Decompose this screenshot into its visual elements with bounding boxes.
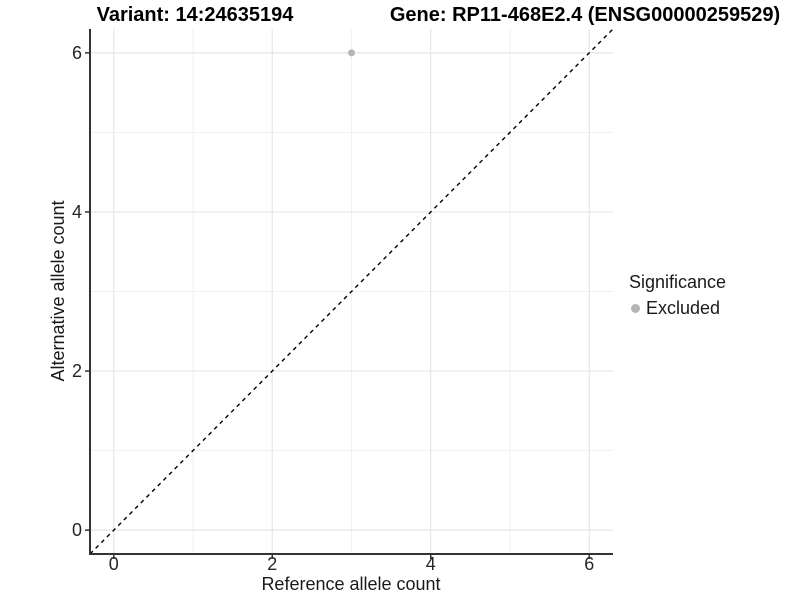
legend-key-dot-icon [631,303,640,313]
y-tick-label: 4 [71,201,82,222]
identity-reference-line [89,28,614,555]
legend-title: Significance [629,272,727,292]
plot-title-variant: Variant: 14:24635194 [96,4,294,26]
legend-items: Excluded [629,297,726,319]
y-axis-title: Alternative allele count [48,200,68,382]
y-tick-label: 0 [71,520,82,541]
data-point [348,49,355,57]
x-tick-label: 6 [584,554,595,574]
legend-item-excluded: Excluded [629,297,726,319]
legend: Significance Excluded [629,271,726,319]
x-tick-label: 2 [267,554,278,574]
x-tick-label: 0 [108,554,119,574]
legend-item-label: Excluded [646,298,721,318]
y-tick-label: 6 [71,42,82,63]
plot-title-gene: Gene: RP11-468E2.4 (ENSG00000259529) [389,4,781,26]
x-axis-title: Reference allele count [261,574,441,594]
x-tick-label: 4 [425,554,436,574]
y-tick-label: 2 [71,361,82,382]
